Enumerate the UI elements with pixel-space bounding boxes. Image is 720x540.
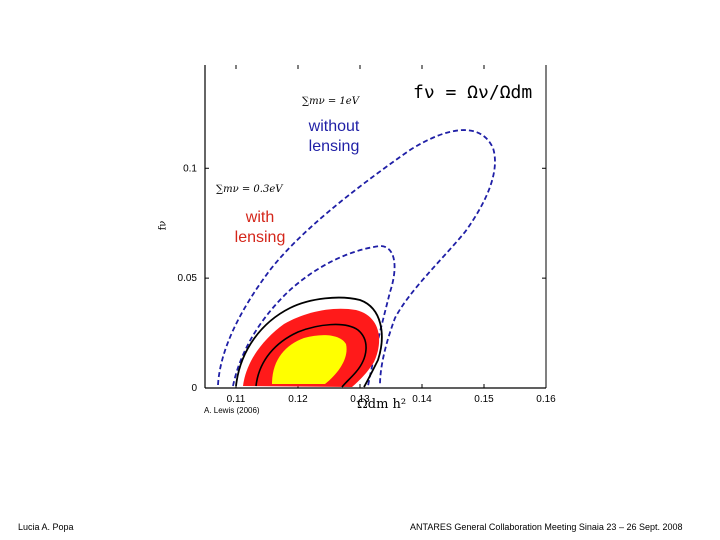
fnu-formula: fν = Ων/Ωdm [413,82,533,103]
x-tick-label: 0.11 [227,394,246,405]
without-lensing-label: without lensing [308,118,360,155]
outer-dashed-contour [217,129,496,386]
x-tick-label: 0.13 [350,394,370,405]
with-lensing-label: with lensing [234,209,286,246]
y-axis-label: fν [157,220,169,231]
sum-1ev-label: ∑mν = 1eV [302,96,359,107]
outer-solid-contour [235,296,383,388]
sum-03ev-label: ∑mν = 0.3eV [216,184,283,195]
yellow-filled-region [272,335,347,384]
x-axis-label: Ωdm h² [357,397,407,412]
x-tick-label: 0.15 [474,394,494,405]
x-tick-label: 0.12 [288,394,308,405]
y-tick-label: 0.05 [178,273,198,284]
x-tick-label: 0.16 [536,394,556,405]
footer-event: ANTARES General Collaboration Meeting Si… [410,522,683,532]
y-tick-label: 0.1 [183,163,197,174]
credit-label: A. Lewis (2006) [204,406,260,415]
y-tick-label: 0 [191,383,197,394]
inner-solid-contour [255,323,367,388]
footer-author: Lucia A. Popa [18,522,74,532]
x-tick-label: 0.14 [412,394,432,405]
